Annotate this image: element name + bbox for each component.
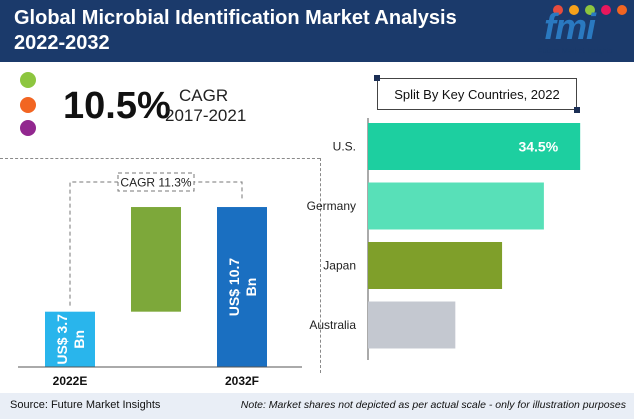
corner-marker-icon (574, 107, 580, 113)
logo-people-icon (553, 5, 627, 15)
cagr-value: 10.5% (63, 85, 171, 127)
country-split-title: Split By Key Countries, 2022 (394, 86, 560, 102)
country-split-chart: U.S. 34.5% Germany Japan Australia (307, 118, 581, 360)
page-title: Global Microbial Identification Market A… (14, 6, 514, 56)
value-label-line: US$ 10.7 (226, 258, 242, 317)
country-category-label: U.S. (333, 140, 356, 154)
corner-marker-icon (374, 75, 380, 81)
orange-dot-icon (20, 97, 36, 113)
cagr-years: 2017-2021 (165, 106, 247, 125)
source-text: Source: Future Market Insights (10, 399, 161, 411)
market-category-label: 2032F (225, 374, 259, 388)
green-dot-icon (20, 72, 36, 88)
purple-dot-icon (20, 120, 36, 136)
country-category-label: Japan (323, 259, 356, 273)
market-bar-value-label: US$ 3.7Bn (54, 314, 87, 365)
header-banner: Global Microbial Identification Market A… (0, 0, 634, 62)
country-bar-value-label: 34.5% (518, 139, 558, 155)
country-bar-australia (368, 301, 456, 349)
growth-block (131, 207, 181, 312)
country-bar-us (368, 123, 581, 170)
value-label-line: Bn (71, 330, 87, 349)
section-divider (0, 158, 320, 159)
note-text: Note: Market shares not depicted as per … (240, 399, 626, 411)
cagr-label: CAGR (179, 86, 229, 105)
cagr-bracket-label: CAGR 11.3% (120, 176, 191, 190)
value-label-line: Bn (243, 278, 259, 297)
country-bar-germany (368, 182, 544, 230)
cagr-bracket-label-box (117, 172, 195, 192)
logo-subtext: Future Market Insights (538, 46, 613, 55)
section-divider-vertical (320, 158, 321, 373)
country-split-title-box: Split By Key Countries, 2022 (374, 75, 580, 113)
country-bar-japan (368, 242, 503, 289)
market-bar-value-label: US$ 10.7Bn (226, 258, 259, 317)
market-bar-2032f (217, 207, 267, 367)
value-label-line: US$ 3.7 (54, 314, 70, 365)
country-category-label: Germany (307, 199, 356, 213)
fmi-logo: fmi Future Market Insights (536, 5, 628, 56)
market-bar-2022e (45, 311, 95, 367)
logo-text: fmi (544, 6, 596, 47)
title-line-2: 2022-2032 (14, 32, 110, 54)
market-category-label: 2022E (53, 374, 88, 388)
title-line-1: Global Microbial Identification Market A… (14, 7, 457, 29)
footer: Source: Future Market Insights Note: Mar… (0, 393, 634, 419)
country-category-label: Australia (309, 318, 356, 332)
